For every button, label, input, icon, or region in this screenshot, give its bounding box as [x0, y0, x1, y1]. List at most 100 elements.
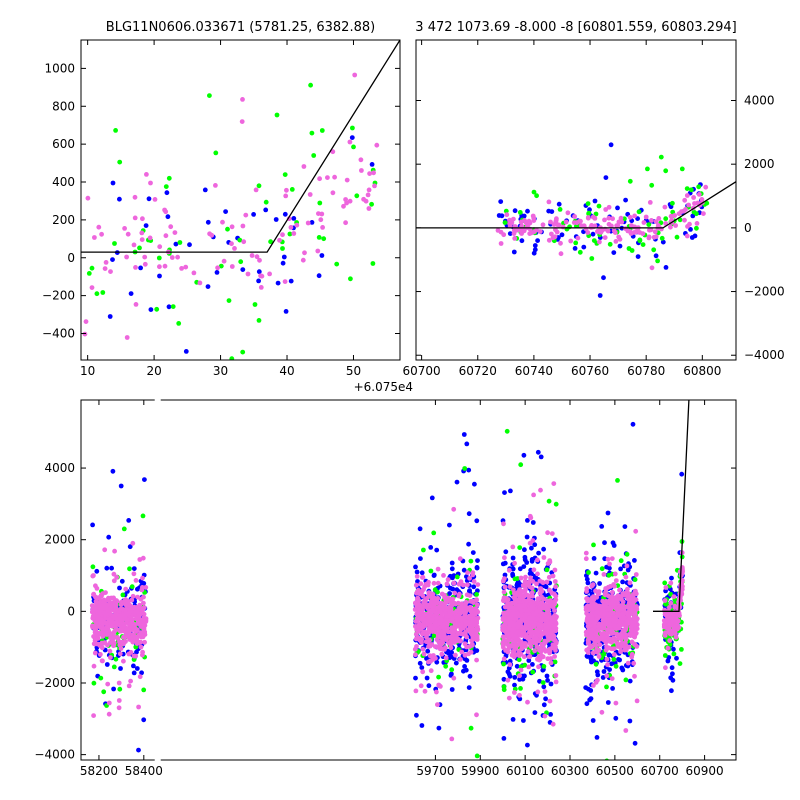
data-point — [604, 673, 610, 679]
data-point — [602, 235, 608, 241]
data-point — [117, 686, 123, 692]
data-point — [123, 586, 129, 592]
data-point — [294, 222, 300, 228]
data-point — [501, 589, 507, 595]
data-point — [628, 231, 634, 236]
data-point — [139, 670, 145, 676]
data-point — [535, 238, 540, 244]
data-point — [458, 615, 463, 621]
data-point — [538, 623, 543, 629]
data-point — [427, 637, 432, 643]
data-point — [667, 638, 673, 643]
data-point — [254, 254, 260, 260]
data-point — [529, 545, 534, 551]
data-point — [428, 591, 434, 597]
data-point — [344, 200, 349, 206]
data-point — [240, 267, 246, 272]
data-point — [428, 545, 434, 550]
data-point — [578, 223, 584, 229]
data-point — [280, 246, 285, 251]
data-point — [134, 666, 140, 671]
data-point — [510, 555, 516, 561]
data-point — [140, 652, 145, 658]
data-point — [240, 223, 246, 229]
data-point — [531, 612, 537, 617]
data-point — [617, 243, 623, 249]
data-point — [316, 211, 321, 217]
data-point — [449, 560, 455, 566]
data-point — [424, 656, 429, 661]
data-point — [162, 207, 168, 213]
data-point — [610, 216, 615, 222]
data-point — [135, 594, 141, 600]
data-point — [229, 241, 234, 247]
data-point — [540, 680, 546, 685]
data-point — [449, 687, 455, 692]
data-point — [343, 220, 348, 226]
data-point — [420, 593, 426, 599]
data-point — [253, 187, 259, 193]
data-point — [467, 588, 472, 593]
data-point — [653, 219, 659, 225]
data-point — [498, 241, 504, 246]
data-point — [643, 214, 649, 220]
data-point — [529, 590, 535, 595]
data-point — [645, 166, 650, 172]
x-offset-label: +6.075e4 — [354, 380, 413, 394]
data-point — [512, 613, 518, 618]
data-point — [589, 583, 595, 589]
data-point — [615, 632, 620, 637]
data-point — [501, 521, 506, 527]
data-point — [528, 575, 533, 581]
data-point — [513, 646, 519, 651]
data-point — [536, 550, 541, 556]
data-point — [240, 97, 245, 102]
data-point — [301, 164, 307, 169]
data-point — [662, 653, 668, 658]
data-point — [507, 584, 513, 590]
data-point — [291, 231, 297, 236]
data-point — [432, 587, 438, 593]
data-point — [679, 647, 684, 652]
data-point — [534, 193, 539, 199]
model-line — [653, 400, 690, 612]
data-point — [610, 540, 616, 546]
data-point — [593, 570, 599, 576]
data-point — [665, 645, 671, 651]
data-point — [662, 633, 668, 638]
data-point — [583, 550, 589, 556]
data-point — [524, 634, 530, 639]
data-point — [134, 635, 140, 640]
data-point — [619, 665, 625, 671]
y-tick-label: −400 — [42, 326, 75, 340]
data-point — [535, 630, 540, 635]
data-point — [529, 630, 535, 635]
data-point — [667, 605, 672, 610]
data-point — [122, 226, 127, 231]
data-point — [111, 571, 117, 577]
data-point — [450, 586, 456, 592]
data-point — [434, 689, 439, 695]
data-point — [471, 579, 477, 584]
data-point — [649, 265, 655, 271]
data-point — [131, 663, 136, 669]
data-point — [114, 574, 120, 580]
data-point — [106, 534, 112, 540]
data-point — [632, 740, 638, 746]
data-point — [413, 582, 419, 588]
data-point — [536, 664, 541, 670]
data-point — [110, 257, 115, 262]
data-point — [630, 604, 636, 609]
data-point — [512, 560, 517, 566]
data-point — [649, 218, 654, 223]
data-point — [545, 621, 551, 627]
data-point — [428, 568, 434, 574]
data-point — [538, 617, 543, 623]
data-point — [630, 632, 636, 637]
data-point — [101, 600, 106, 605]
data-point — [111, 614, 116, 619]
data-point — [537, 678, 542, 684]
x-tick-label: 60500 — [596, 764, 634, 778]
data-point — [503, 208, 509, 214]
data-point — [599, 566, 605, 572]
